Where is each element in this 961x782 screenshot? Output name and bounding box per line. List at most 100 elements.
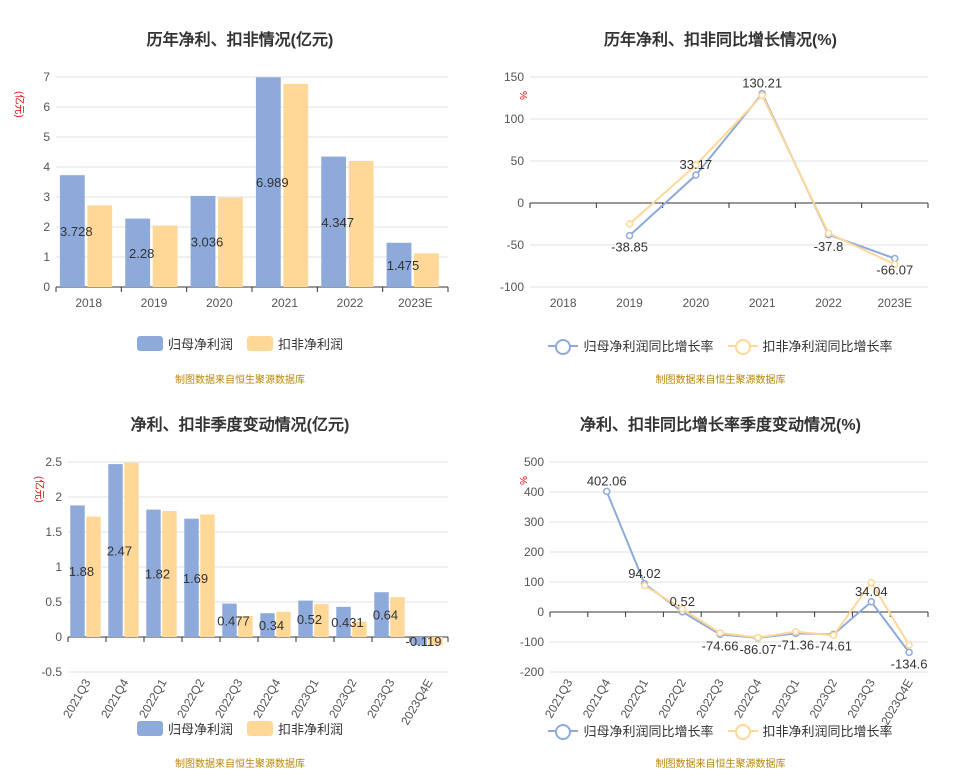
legend-item-net-profit[interactable]: 归母净利润 (136, 334, 233, 353)
bar (162, 511, 177, 637)
data-label: -74.61 (815, 638, 852, 653)
data-label: -37.8 (814, 239, 844, 254)
x-tick-label: 2023Q2 (326, 676, 360, 720)
bar (412, 637, 427, 646)
data-label: 402.06 (587, 473, 627, 488)
data-point (867, 578, 876, 587)
chart-title: 历年净利、扣非同比增长情况(%) (604, 32, 837, 49)
legend-item-net-growth[interactable]: 归母净利润同比增长率 (548, 721, 714, 740)
data-point (640, 581, 649, 590)
data-label: 2.28 (129, 246, 154, 261)
data-label: 0.34 (259, 618, 284, 633)
x-tick-label: 2018 (75, 296, 102, 310)
legend-swatch (548, 723, 579, 740)
x-tick-label: 2022 (337, 296, 364, 310)
y-tick-label: 0 (55, 630, 62, 644)
y-tick-label: 2 (43, 220, 50, 234)
x-tick-label: 2023Q3 (364, 676, 398, 720)
data-point (716, 629, 724, 637)
legend-item-net-profit[interactable]: 归母净利润 (136, 719, 233, 738)
data-label: 6.989 (256, 175, 289, 190)
bar (386, 242, 412, 287)
source-note: 制图数据来自恒生聚源数据库 (175, 759, 305, 770)
x-tick-label: 2023Q4E (878, 677, 915, 728)
legend-label: 归母净利润 (167, 337, 233, 352)
y-tick-label: 50 (511, 154, 525, 168)
legend-item-deducted-growth[interactable]: 扣非净利润同比增长率 (727, 336, 893, 355)
y-tick-label: 1 (55, 560, 62, 574)
data-label: 0.52 (670, 594, 695, 609)
bar (184, 518, 199, 637)
y-tick-label: 4 (43, 160, 50, 174)
legend-label: 扣非净利润 (278, 722, 344, 737)
y-tick-label: 5 (43, 130, 50, 144)
bar (260, 613, 275, 637)
data-label: 33.17 (680, 157, 713, 172)
y-axis-unit: % (517, 91, 528, 100)
y-tick-label: 1 (43, 250, 50, 264)
y-tick-label: 150 (504, 70, 524, 84)
data-point (829, 631, 838, 640)
y-tick-label: -200 (520, 665, 544, 679)
bar (321, 156, 347, 287)
legend-item-deducted-growth[interactable]: 扣非净利润同比增长率 (727, 721, 893, 740)
data-label: 3.728 (60, 224, 93, 239)
legend-label: 归母净利润同比增长率 (583, 724, 714, 739)
legend-swatch (727, 723, 758, 740)
x-tick-label: 2022Q4 (731, 676, 765, 720)
x-tick-label: 2019 (616, 296, 643, 310)
chart-title: 历年净利、扣非情况(亿元) (146, 32, 334, 49)
data-point (867, 598, 876, 606)
data-point (692, 161, 700, 169)
chart-annual-profit: 0 1 2 3 4 5 6 7 (亿元) 2018 2019 2020 2021 2022 2023E 3.7… (13, 70, 449, 310)
x-tick-label: 2022Q2 (655, 676, 689, 720)
chart-quarterly-profit: -0.500.511.522.5(亿元)2021Q3 2021Q4 2022Q1 20… (33, 455, 449, 727)
x-tick-label: 2022Q3 (693, 676, 727, 720)
y-tick-label: -50 (507, 238, 525, 252)
data-label: 130.21 (742, 76, 782, 91)
y-tick-label: 300 (524, 515, 544, 529)
bar (125, 218, 151, 287)
legend-label: 扣非净利润 (278, 337, 344, 352)
bar (87, 205, 113, 287)
y-tick-label: -100 (520, 635, 544, 649)
data-label: 0.52 (297, 612, 322, 627)
y-axis-unit: (亿元) (13, 91, 26, 118)
bar (428, 637, 443, 646)
legend-swatch (727, 338, 758, 355)
legend-item-deducted-profit[interactable]: 扣非净利润 (247, 719, 343, 738)
bar (59, 175, 85, 287)
bar (390, 597, 405, 637)
legend: 归母净利润同比增长率 扣非净利润同比增长率 (480, 721, 961, 740)
chart-panel-quarterly-growth: 净利、扣非同比增长率季度变动情况(%) -200 -100 0 100 200 300 40… (480, 391, 961, 782)
x-tick-label: 2022 (815, 296, 842, 310)
bar (218, 197, 243, 287)
legend-item-net-growth[interactable]: 归母净利润同比增长率 (548, 336, 714, 355)
legend-label: 归母净利润同比增长率 (583, 339, 714, 354)
legend-item-deducted-profit[interactable]: 扣非净利润 (247, 334, 343, 353)
data-point (602, 487, 611, 496)
y-tick-label: 6 (43, 100, 50, 114)
x-tick-label: 2022Q1 (136, 676, 170, 720)
x-tick-label: 2022Q4 (250, 676, 284, 720)
series-line (628, 91, 896, 260)
y-tick-label: 7 (43, 70, 50, 84)
chart-annual-growth: -100 -50 0 50 100 150% 2018 2019 2020 2021 2022 202… (500, 70, 929, 310)
data-point (692, 171, 700, 179)
bar (146, 509, 161, 637)
data-point (754, 633, 762, 642)
legend: 归母净利润 扣非净利润 (0, 334, 480, 353)
x-tick-label: 2022Q2 (174, 676, 208, 720)
y-tick-label: 200 (524, 545, 544, 559)
data-point (791, 628, 800, 636)
y-tick-label: 1.5 (45, 525, 62, 539)
legend-swatch (136, 721, 163, 736)
x-tick-label: 2023Q1 (288, 676, 322, 720)
legend-swatch (247, 336, 273, 351)
x-tick-label: 2022Q3 (212, 676, 246, 720)
bar (314, 604, 329, 637)
data-label: 0.431 (331, 615, 364, 630)
legend-swatch (548, 338, 579, 355)
bar (124, 462, 139, 637)
